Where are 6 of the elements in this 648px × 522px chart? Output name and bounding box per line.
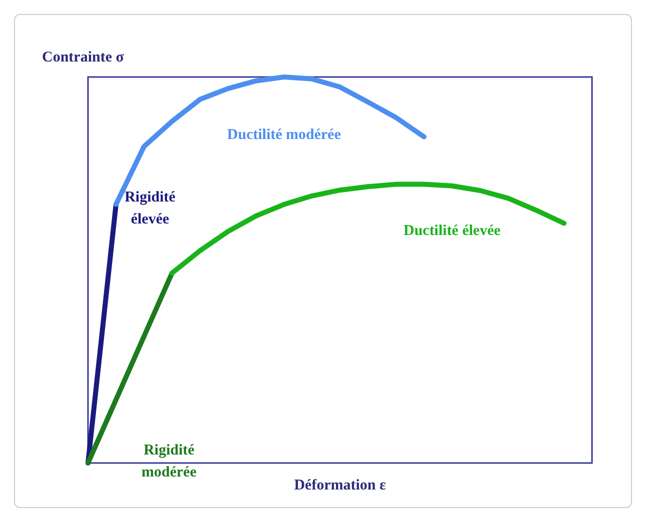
x-axis-title: Déformation ε (294, 478, 386, 494)
series-label: Rigidité élevée (124, 189, 176, 228)
text: Ductilité modérée (227, 127, 342, 143)
series-label: Ductilité élevée (403, 222, 501, 239)
y-axis-title: Contrainte σ (42, 50, 125, 66)
text: Rigidité modérée (142, 442, 197, 480)
